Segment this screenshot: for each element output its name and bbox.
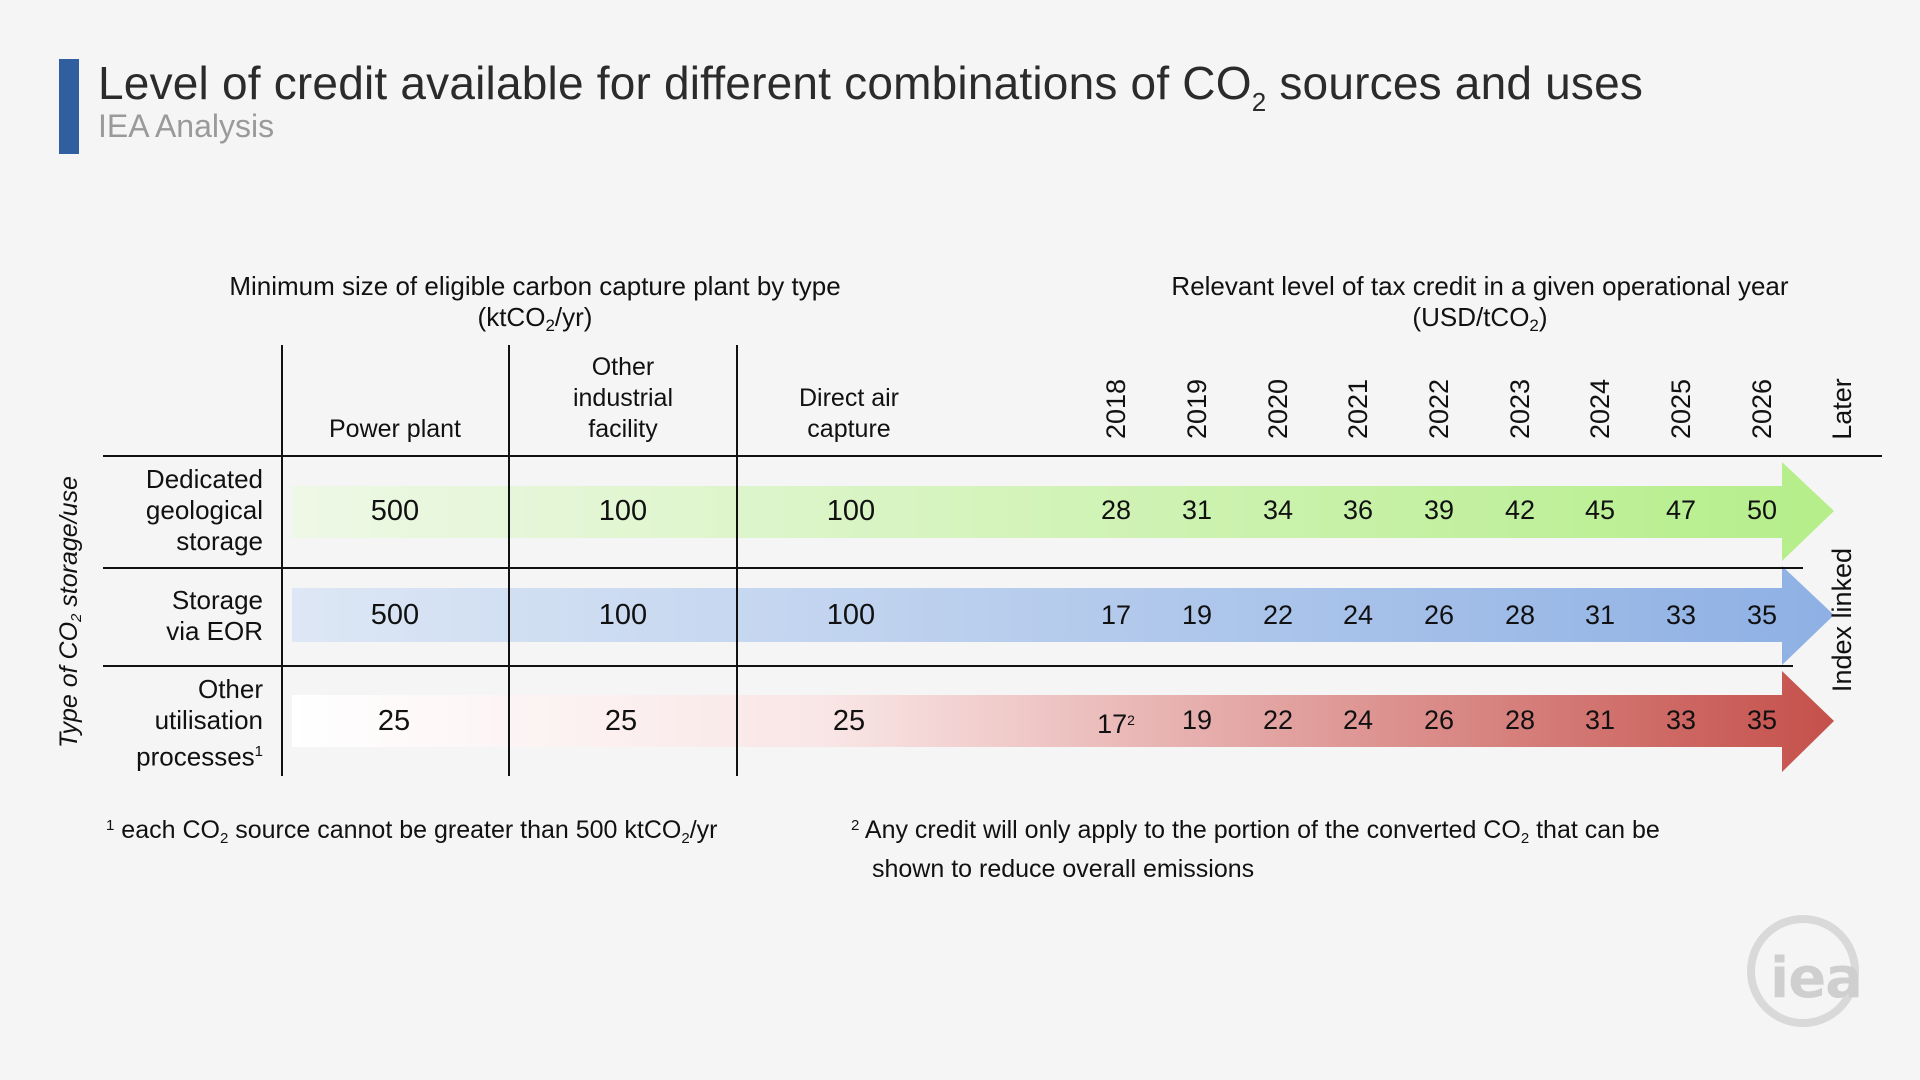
- col-industrial-facility: Other industrial facility: [572, 353, 674, 443]
- credit-cell: 22: [1262, 705, 1294, 735]
- min-size-cell: 25: [604, 705, 638, 737]
- credit-cell: 172: [1097, 709, 1135, 739]
- iea-logo-ring: [1747, 915, 1859, 1027]
- credit-cell: 47: [1665, 495, 1697, 525]
- credit-cell: 42: [1504, 495, 1536, 525]
- credit-cell: 28: [1100, 495, 1132, 525]
- credit-cell: 17: [1100, 600, 1132, 630]
- iea-logo: iea: [1770, 946, 1863, 1011]
- credit-cell: 33: [1665, 600, 1697, 630]
- credit-cell: 31: [1181, 495, 1213, 525]
- credit-cell: 22: [1262, 600, 1294, 630]
- col-power-plant: Power plant: [328, 415, 462, 443]
- index-linked-label: Index linked: [1827, 547, 1857, 693]
- min-size-cell: 500: [370, 495, 420, 527]
- credit-cell: 26: [1423, 705, 1455, 735]
- credit-cell: 50: [1746, 495, 1778, 525]
- arrow-other-utilisation: [292, 671, 1834, 772]
- credit-cell: 28: [1504, 705, 1536, 735]
- min-size-cell: 25: [377, 705, 411, 737]
- tax-credit-heading: Relevant level of tax credit in a given …: [1171, 271, 1789, 335]
- title-accent-bar: [59, 59, 79, 154]
- credit-cell: 39: [1423, 495, 1455, 525]
- min-size-cell: 100: [826, 495, 876, 527]
- divider-vertical-1: [281, 345, 283, 776]
- row-label-dedicated-storage: Dedicated geological storage: [145, 464, 263, 556]
- credit-cell: 31: [1584, 705, 1616, 735]
- min-size-cell: 500: [370, 599, 420, 631]
- footnote-1: 1 each CO2 source cannot be greater than…: [106, 816, 718, 847]
- credit-cell: 33: [1665, 705, 1697, 735]
- row-label-other-utilisation: Other utilisation processes1: [136, 674, 263, 772]
- credit-cell: 35: [1746, 600, 1778, 630]
- min-size-cell: 25: [832, 705, 866, 737]
- row-label-storage-eor: Storage via EOR: [166, 585, 263, 646]
- credit-cell: 24: [1342, 705, 1374, 735]
- col-direct-air-capture: Direct air capture: [798, 384, 899, 443]
- credit-cell: 26: [1423, 600, 1455, 630]
- credit-cell: 31: [1584, 600, 1616, 630]
- min-size-heading: Minimum size of eligible carbon capture …: [229, 271, 841, 335]
- arrow-dedicated-storage: [292, 462, 1834, 561]
- credit-cell: 34: [1262, 495, 1294, 525]
- footnote-2: 2 Any credit will only apply to the port…: [851, 816, 1660, 883]
- divider-row-1: [103, 567, 1803, 569]
- axis-label-storage-type: Type of CO2 storage/use: [55, 476, 85, 748]
- credit-cell: 35: [1746, 705, 1778, 735]
- divider-header: [103, 455, 1882, 457]
- divider-vertical-2: [508, 345, 510, 776]
- credit-cell: 36: [1342, 495, 1374, 525]
- credit-cell: 28: [1504, 600, 1536, 630]
- page-title: Level of credit available for different …: [98, 57, 1644, 117]
- credit-cell: 45: [1584, 495, 1616, 525]
- min-size-cell: 100: [598, 599, 648, 631]
- min-size-cell: 100: [826, 599, 876, 631]
- credit-cell: 19: [1181, 600, 1213, 630]
- credit-cell: 24: [1342, 600, 1374, 630]
- min-size-cell: 100: [598, 495, 648, 527]
- page-subtitle: IEA Analysis: [98, 108, 275, 144]
- divider-vertical-3: [736, 345, 738, 776]
- credit-cell: 19: [1181, 705, 1213, 735]
- divider-row-2: [103, 665, 1793, 667]
- arrow-storage-eor: [292, 566, 1834, 665]
